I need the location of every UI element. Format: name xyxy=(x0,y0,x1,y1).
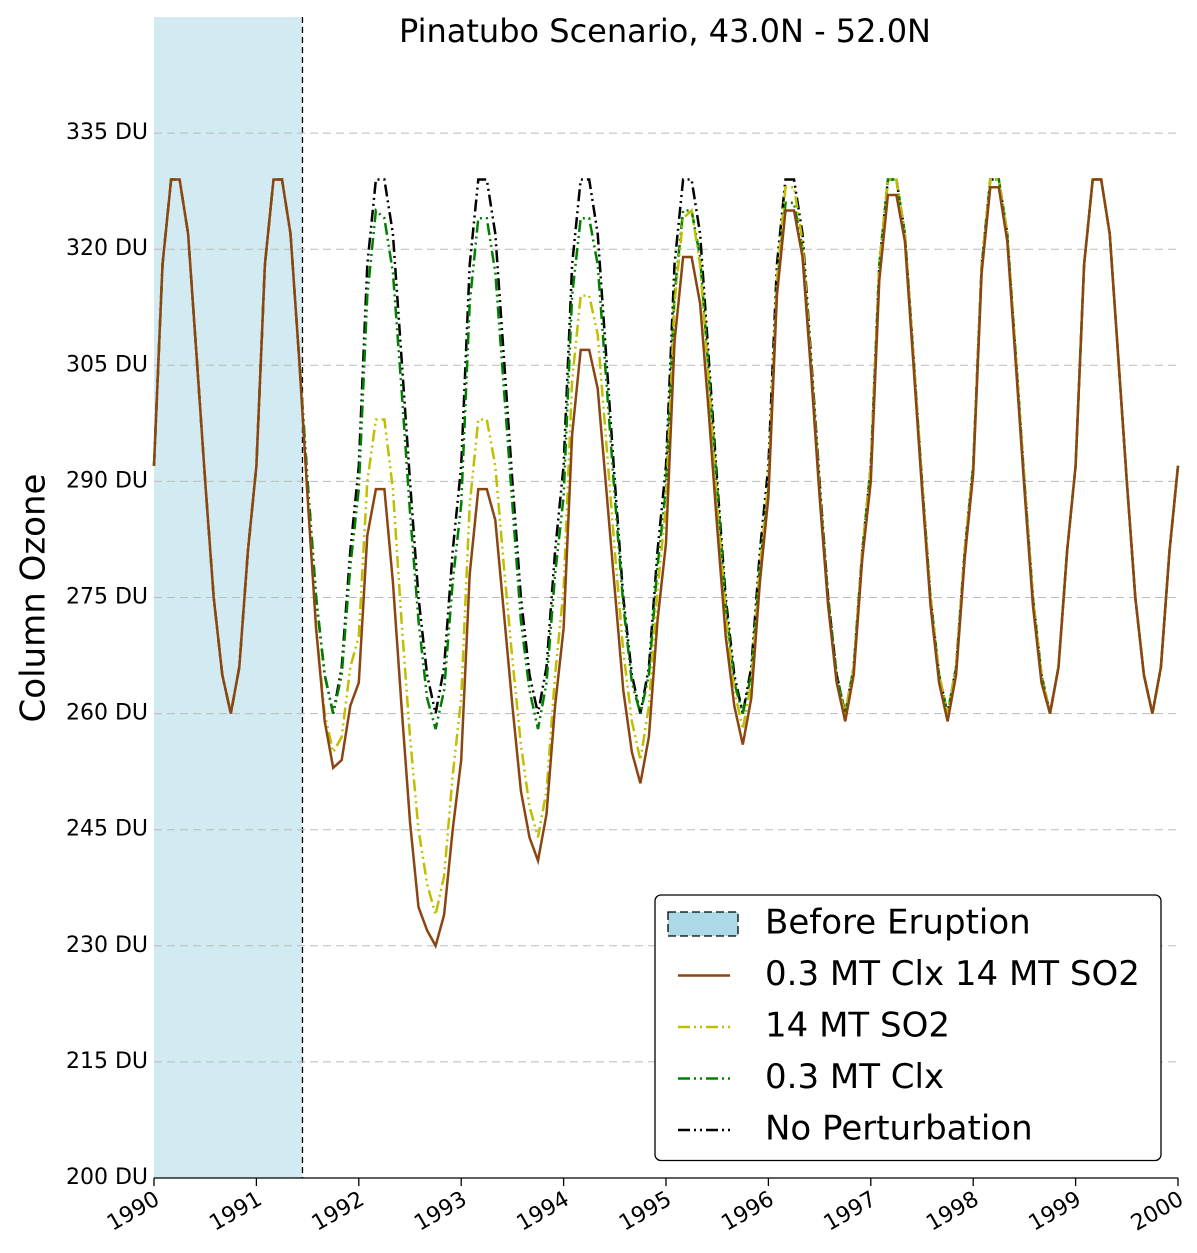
y-tick-label: 215 DU xyxy=(66,1049,148,1074)
y-tick-label: 260 DU xyxy=(66,701,148,726)
legend-label: 0.3 MT Clx 14 MT SO2 xyxy=(765,954,1140,994)
y-tick-label: 290 DU xyxy=(66,468,148,493)
span-region xyxy=(154,17,303,1178)
y-tick-label: 335 DU xyxy=(66,120,148,145)
x-tick-label: 1993 xyxy=(410,1187,471,1237)
x-tick-label: 1998 xyxy=(922,1187,983,1237)
x-tick-label: 1990 xyxy=(103,1187,164,1237)
y-tick-label: 275 DU xyxy=(66,585,148,610)
x-tick-label: 1995 xyxy=(615,1187,676,1237)
y-tick-label: 200 DU xyxy=(66,1165,148,1190)
x-tick-label: 1999 xyxy=(1025,1187,1086,1237)
x-tick-label: 1997 xyxy=(820,1187,881,1237)
legend-swatch xyxy=(667,911,739,937)
series-line xyxy=(152,178,1180,714)
legend-label: No Perturbation xyxy=(765,1109,1033,1149)
series-line xyxy=(152,178,1180,950)
x-tick-label: 1994 xyxy=(513,1187,574,1237)
chart-title: Pinatubo Scenario, 43.0N - 52.0N xyxy=(399,12,931,50)
legend-label: 0.3 MT Clx xyxy=(765,1057,944,1097)
legend-label: Before Eruption xyxy=(765,903,1031,943)
y-tick-label: 230 DU xyxy=(66,933,148,958)
legend-label: 14 MT SO2 xyxy=(765,1006,950,1046)
x-tick-label: 1991 xyxy=(205,1187,266,1237)
y-axis-label: Column Ozone xyxy=(14,474,54,723)
y-tick-label: 305 DU xyxy=(66,352,148,377)
y-tick-label: 245 DU xyxy=(66,817,148,842)
x-tick-label: 2000 xyxy=(1127,1187,1188,1237)
x-tick-label: 1996 xyxy=(717,1187,778,1237)
x-tick-label: 1992 xyxy=(308,1187,369,1237)
y-tick-label: 320 DU xyxy=(66,236,148,261)
legend-frame xyxy=(654,894,1162,1162)
